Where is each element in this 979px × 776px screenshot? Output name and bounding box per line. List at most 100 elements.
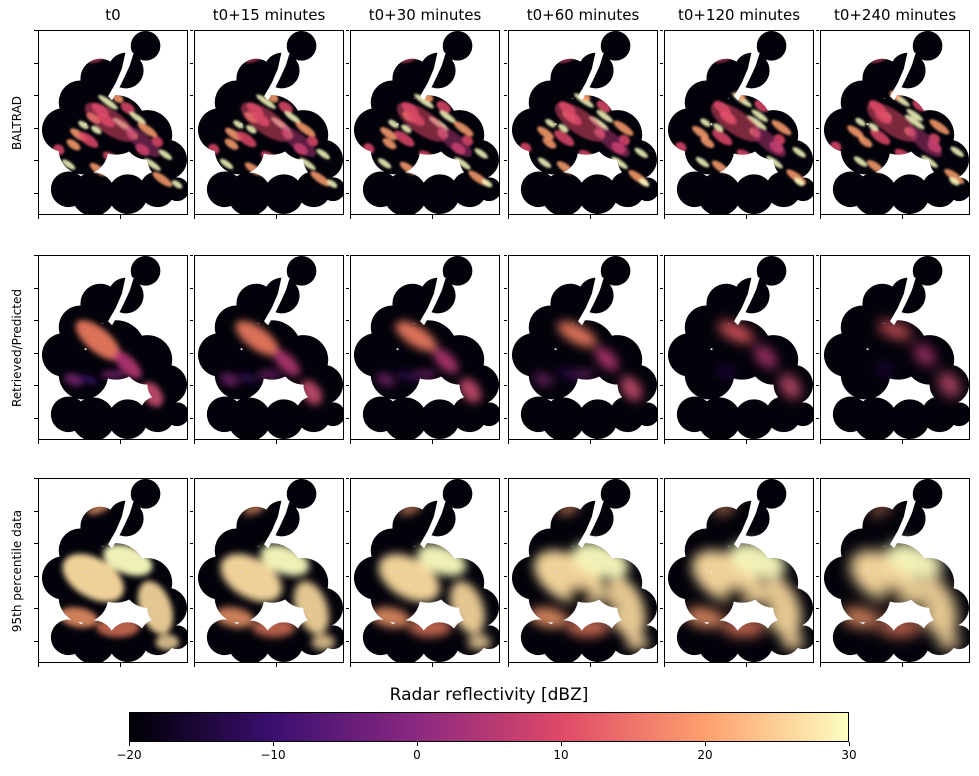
y-tick <box>504 417 507 419</box>
y-tick <box>504 385 507 386</box>
x-tick <box>746 215 747 219</box>
y-tick <box>190 575 193 577</box>
heatmap-map <box>509 256 657 439</box>
column-title: t0+240 minutes <box>833 6 957 24</box>
x-tick <box>38 215 39 219</box>
y-tick <box>504 510 507 512</box>
y-tick <box>504 127 507 129</box>
x-tick <box>38 440 39 444</box>
y-tick <box>504 160 507 161</box>
x-tick <box>508 663 509 667</box>
y-tick <box>346 478 349 479</box>
heatmap-panel <box>820 30 970 215</box>
y-tick <box>34 575 38 577</box>
x-tick <box>590 440 591 444</box>
heatmap-map <box>39 31 187 214</box>
y-tick <box>504 287 507 289</box>
y-tick <box>190 30 193 31</box>
y-tick <box>660 255 663 256</box>
heatmap-map <box>821 479 969 662</box>
colorbar-tick <box>561 742 562 746</box>
colorbar-tick-label: 10 <box>553 748 569 762</box>
x-tick <box>746 663 747 667</box>
colorbar-tick-label: 20 <box>697 748 713 762</box>
heatmap-panel <box>194 478 344 663</box>
heatmap-map <box>509 479 657 662</box>
y-tick <box>660 287 663 289</box>
y-tick <box>346 352 349 354</box>
y-tick <box>816 352 819 354</box>
x-tick <box>120 663 121 667</box>
heatmap-map <box>821 31 969 214</box>
heatmap-panel <box>664 478 814 663</box>
heatmap-map <box>351 256 499 439</box>
y-tick <box>816 510 819 512</box>
y-tick <box>346 608 349 609</box>
y-tick <box>660 640 663 642</box>
y-tick <box>346 640 349 642</box>
y-tick <box>660 95 663 96</box>
x-tick <box>432 440 433 444</box>
y-tick <box>816 287 819 289</box>
heatmap-panel <box>820 478 970 663</box>
y-tick <box>660 478 663 479</box>
y-tick <box>34 608 38 609</box>
heatmap-panel <box>350 478 500 663</box>
heatmap-panel <box>38 255 188 440</box>
heatmap-panel <box>508 255 658 440</box>
y-tick <box>190 385 193 386</box>
y-tick <box>346 510 349 512</box>
y-tick <box>190 640 193 642</box>
y-tick <box>346 287 349 289</box>
x-tick <box>120 215 121 219</box>
column-title: t0 <box>105 6 121 24</box>
y-tick <box>190 95 193 96</box>
x-tick <box>120 440 121 444</box>
y-tick <box>34 30 38 31</box>
y-tick <box>504 192 507 194</box>
heatmap-panel <box>350 255 500 440</box>
y-tick <box>346 95 349 96</box>
y-tick <box>660 320 663 321</box>
colorbar-tick <box>129 742 130 746</box>
y-tick <box>660 608 663 609</box>
y-tick <box>816 95 819 96</box>
heatmap-map <box>195 31 343 214</box>
y-tick <box>190 510 193 512</box>
y-tick <box>816 320 819 321</box>
y-tick <box>816 255 819 256</box>
x-tick <box>508 440 509 444</box>
x-tick <box>590 663 591 667</box>
colorbar-title: Radar reflectivity [dBZ] <box>389 685 589 705</box>
x-tick <box>820 440 821 444</box>
heatmap-map <box>195 256 343 439</box>
y-tick <box>504 320 507 321</box>
row-label: 95th percentile data <box>10 509 24 632</box>
y-tick <box>34 287 38 289</box>
y-tick <box>190 160 193 161</box>
colorbar-tick-label: −10 <box>260 748 286 762</box>
y-tick <box>504 352 507 354</box>
y-tick <box>816 127 819 129</box>
x-tick <box>508 215 509 219</box>
x-tick <box>820 663 821 667</box>
y-tick <box>816 417 819 419</box>
y-tick <box>816 640 819 642</box>
x-tick <box>194 215 195 219</box>
heatmap-map <box>665 31 813 214</box>
heatmap-panel <box>194 255 344 440</box>
x-tick <box>664 440 665 444</box>
heatmap-map <box>665 256 813 439</box>
y-tick <box>816 608 819 609</box>
heatmap-panel <box>194 30 344 215</box>
y-tick <box>660 352 663 354</box>
y-tick <box>190 352 193 354</box>
y-tick <box>34 255 38 256</box>
column-title: t0+30 minutes <box>368 6 482 24</box>
heatmap-panel <box>508 478 658 663</box>
y-tick <box>34 160 38 161</box>
y-tick <box>346 30 349 31</box>
y-tick <box>346 192 349 194</box>
x-tick <box>820 215 821 219</box>
x-tick <box>902 663 903 667</box>
